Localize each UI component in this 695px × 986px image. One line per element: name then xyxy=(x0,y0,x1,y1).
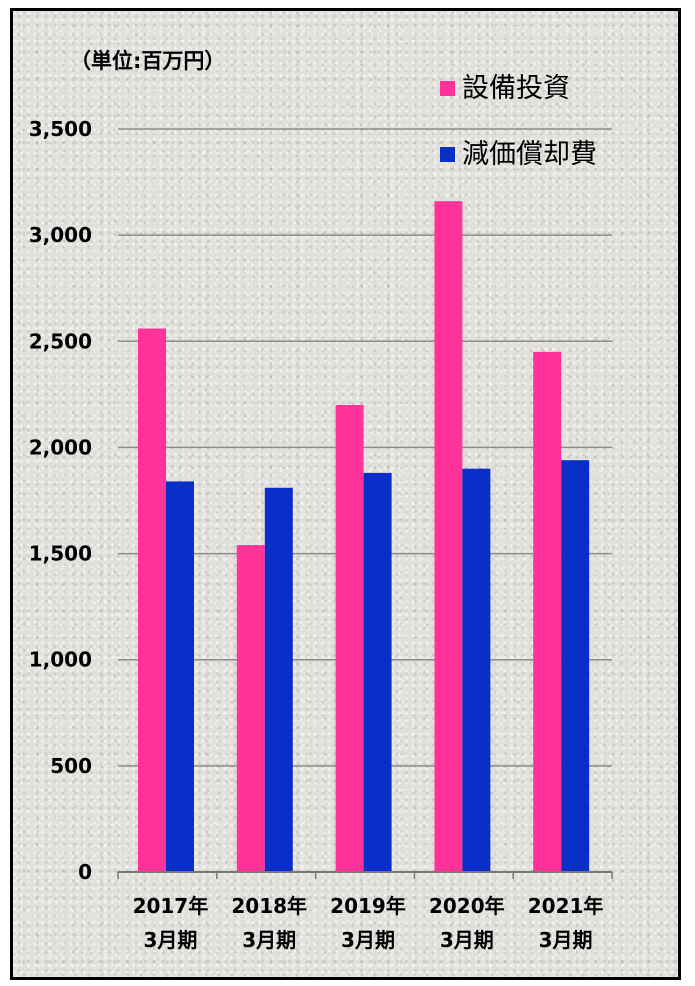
bars xyxy=(138,201,590,873)
bar-depreciation xyxy=(264,487,293,872)
x-tick-label: 3月期 xyxy=(440,928,494,952)
bar-capex xyxy=(236,545,265,872)
legend-label: 設備投資 xyxy=(462,73,570,104)
legend-label: 減価償却費 xyxy=(462,139,597,170)
x-tick-label: 3月期 xyxy=(341,928,395,952)
x-tick-labels: 2017年 3月期 2018年 3月期 2019年 3月期 2020年 3月期 2021年 3月期 xyxy=(133,894,604,952)
unit-label: （単位:百万円） xyxy=(70,49,225,73)
bar-capex xyxy=(434,201,463,873)
y-tick-label: 0 xyxy=(78,860,92,884)
y-tick-label: 3,000 xyxy=(29,223,92,247)
y-tick-label: 3,500 xyxy=(29,117,92,141)
legend-swatch xyxy=(440,81,455,96)
x-axis-ticks xyxy=(117,872,613,879)
y-tick-labels: 0 500 1,000 1,500 2,000 2,500 3,000 3,500 xyxy=(29,117,92,884)
x-tick-label: 2017年 xyxy=(133,894,209,918)
bar-depreciation xyxy=(363,472,392,872)
bar-capex xyxy=(138,328,166,872)
bar-depreciation xyxy=(462,468,491,872)
bar-capex xyxy=(335,404,364,872)
x-tick-label: 2020年 xyxy=(429,894,505,918)
y-tick-label: 500 xyxy=(50,754,92,778)
y-tick-label: 1,500 xyxy=(29,542,92,566)
x-tick-label: 3月期 xyxy=(539,928,593,952)
x-tick-label: 3月期 xyxy=(143,928,197,952)
x-tick-label: 2018年 xyxy=(231,894,307,918)
x-tick-label: 2021年 xyxy=(528,894,604,918)
legend-swatch xyxy=(440,147,455,162)
bar-depreciation xyxy=(166,481,194,872)
bar-capex xyxy=(533,351,562,872)
x-tick-label: 2019年 xyxy=(330,894,406,918)
y-tick-label: 2,000 xyxy=(29,435,92,459)
x-tick-label: 3月期 xyxy=(242,928,296,952)
bar-depreciation xyxy=(561,460,590,872)
y-tick-label: 2,500 xyxy=(29,329,92,353)
y-tick-label: 1,000 xyxy=(29,648,92,672)
